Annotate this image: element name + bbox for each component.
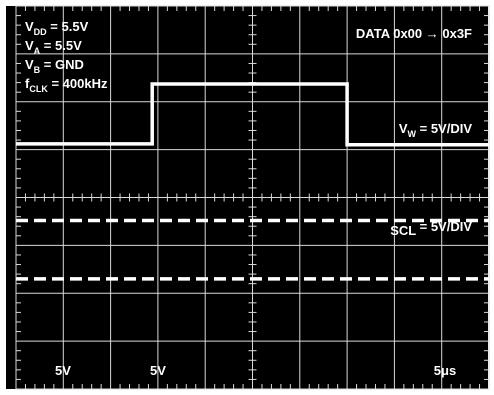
traces [16, 82, 489, 281]
setting-label: VDD = 5.5V [25, 19, 89, 37]
data-annotation: DATA 0x00 → 0x3F [356, 26, 472, 41]
setting-label: fCLK = 400kHz [25, 76, 108, 94]
setting-label: VA = 5.5V [25, 38, 82, 56]
graticule-border [15, 5, 490, 390]
channel-label-vw: VW = 5V/DIV [399, 121, 473, 139]
scale-label: 5V [150, 363, 166, 378]
channel-label-scl: SCL = 5V/DIV [390, 219, 472, 238]
scale-label: 5μs [434, 363, 456, 378]
scale-label: 5V [55, 363, 71, 378]
graticule [15, 5, 490, 390]
setting-label: VB = GND [25, 57, 84, 75]
trace-vw [16, 82, 489, 147]
